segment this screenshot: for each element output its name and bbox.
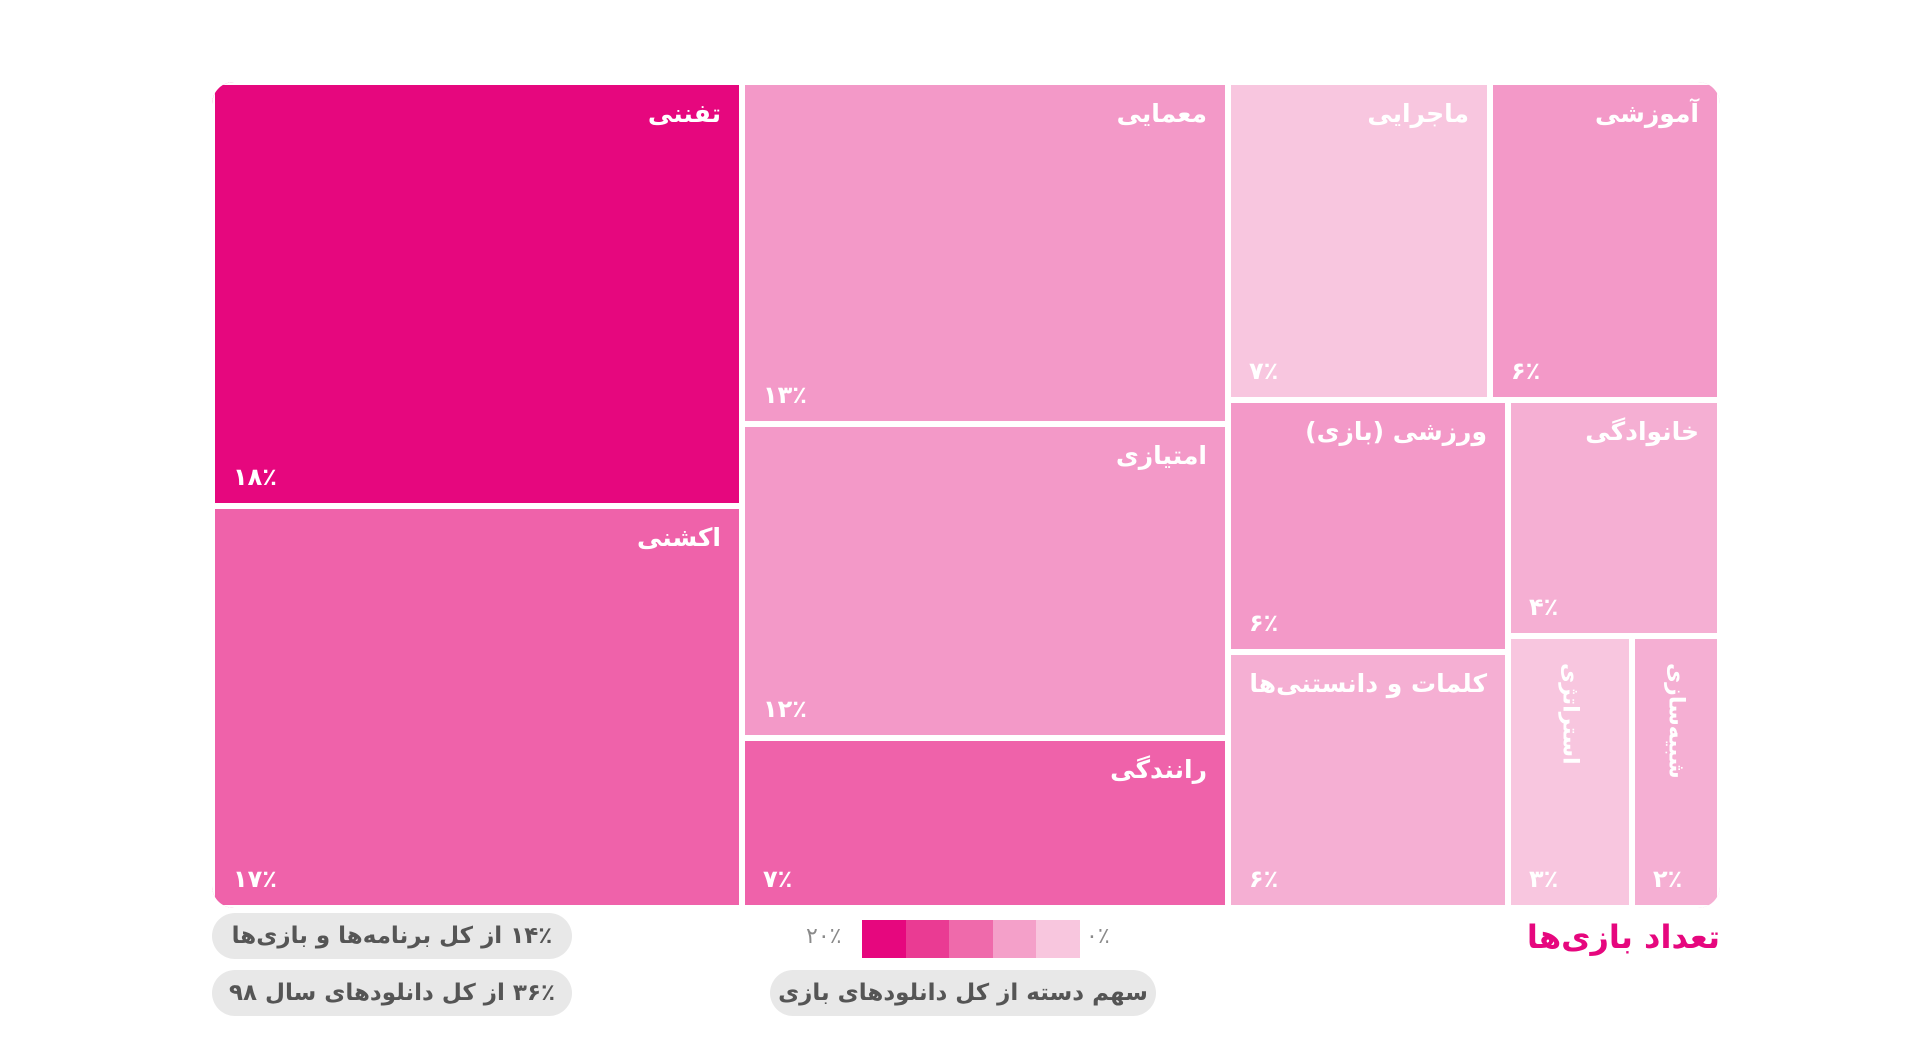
treemap-tile: استراتژی ۳٪ <box>1508 636 1632 908</box>
tile-category-label: تفننی <box>647 99 721 128</box>
tile-percent-label: ۱۸٪ <box>233 463 277 491</box>
tile-category-label: معمایی <box>1116 99 1207 128</box>
color-scale-bar <box>862 920 1080 958</box>
tile-category-label: خانوادگی <box>1585 417 1699 446</box>
scale-caption-pill: سهم دسته از کل دانلودهای بازی <box>770 970 1156 1016</box>
tile-percent-label: ۳٪ <box>1529 865 1559 893</box>
chart-title: تعداد بازی‌ها <box>1526 918 1720 956</box>
tile-category-label: ورزشی (بازی) <box>1305 417 1487 446</box>
treemap-tile: کلمات و دانستنی‌ها ۶٪ <box>1228 652 1508 908</box>
treemap: تفننی ۱۸٪ اکشنی ۱۷٪ معمایی ۱۳٪ امتیازی ۱۲٪ رانند… <box>212 82 1720 908</box>
treemap-tile: خانوادگی ۴٪ <box>1508 400 1720 636</box>
tile-percent-label: ۷٪ <box>763 865 793 893</box>
tile-category-label: استراتژی <box>1557 663 1583 765</box>
tile-percent-label: ۲٪ <box>1653 865 1683 893</box>
tile-category-label: کلمات و دانستنی‌ها <box>1249 669 1487 698</box>
tile-percent-label: ۶٪ <box>1249 609 1279 637</box>
scale-step <box>905 920 950 958</box>
tile-category-label: امتیازی <box>1115 441 1207 470</box>
tile-category-label: شبیه‌سازی <box>1663 663 1689 779</box>
treemap-tile: شبیه‌سازی ۲٪ <box>1632 636 1720 908</box>
treemap-tile: اکشنی ۱۷٪ <box>212 506 742 908</box>
tile-category-label: اکشنی <box>636 523 721 552</box>
treemap-tile: امتیازی ۱۲٪ <box>742 424 1228 738</box>
tile-percent-label: ۱۷٪ <box>233 865 277 893</box>
downloads-share-pill: ۳۶٪ از کل دانلودهای سال ۹۸ <box>212 970 572 1016</box>
treemap-tile: رانندگی ۷٪ <box>742 738 1228 908</box>
tile-category-label: آموزشی <box>1595 99 1699 128</box>
tile-percent-label: ۶٪ <box>1511 357 1541 385</box>
tile-percent-label: ۱۲٪ <box>763 695 807 723</box>
scale-step <box>949 920 993 958</box>
treemap-tile: ماجرایی ۷٪ <box>1228 82 1490 400</box>
scale-step <box>1036 920 1080 958</box>
tile-category-label: رانندگی <box>1110 755 1207 784</box>
tile-percent-label: ۱۳٪ <box>763 381 807 409</box>
treemap-tile: تفننی ۱۸٪ <box>212 82 742 506</box>
treemap-tile: معمایی ۱۳٪ <box>742 82 1228 424</box>
tile-percent-label: ۴٪ <box>1529 593 1559 621</box>
scale-min-label: ۰٪ <box>1086 924 1110 949</box>
apps-share-pill: ۱۴٪ از کل برنامه‌ها و بازی‌ها <box>212 913 572 959</box>
treemap-tile: آموزشی ۶٪ <box>1490 82 1720 400</box>
scale-step <box>862 920 906 958</box>
treemap-tile: ورزشی (بازی) ۶٪ <box>1228 400 1508 652</box>
scale-max-label: ۲۰٪ <box>806 924 842 949</box>
tile-percent-label: ۷٪ <box>1249 357 1279 385</box>
tile-category-label: ماجرایی <box>1367 99 1469 128</box>
tile-percent-label: ۶٪ <box>1249 865 1279 893</box>
scale-step <box>992 920 1037 958</box>
